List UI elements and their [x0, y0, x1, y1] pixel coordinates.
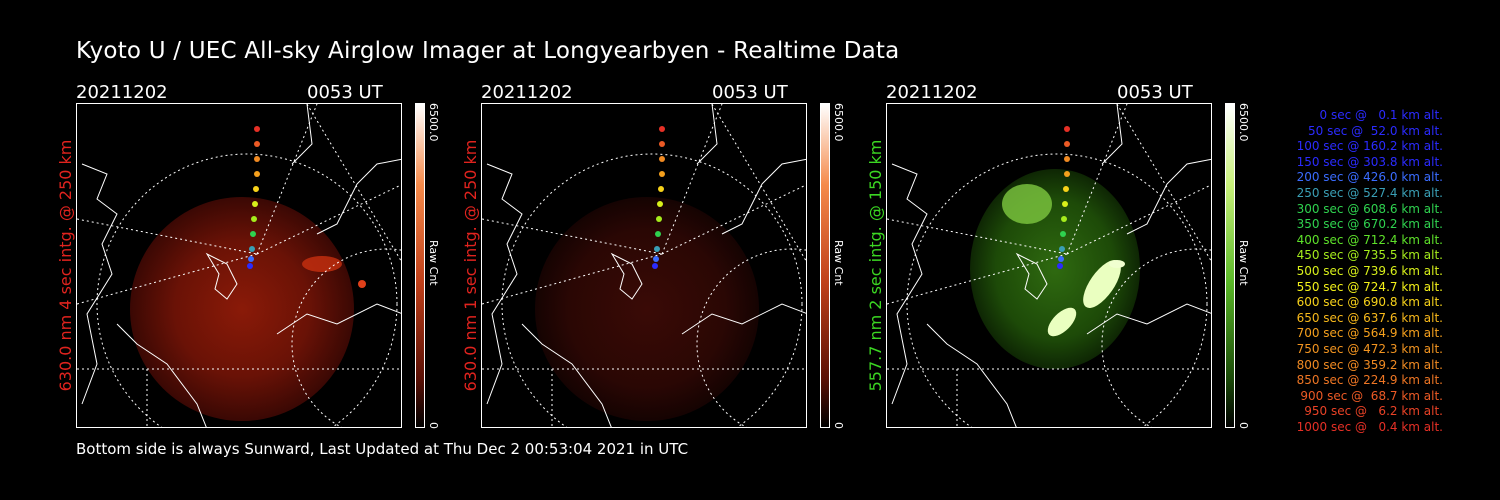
legend-entry: 400 sec @ 712.4 km alt.: [1292, 232, 1443, 247]
panel-wavelength-label: 630.0 nm 1 sec intg. @ 250 km: [461, 139, 480, 392]
legend-entry: 700 sec @ 564.9 km alt.: [1292, 326, 1443, 341]
footer-note: Bottom side is always Sunward, Last Upda…: [76, 440, 689, 458]
legend-entry: 1000 sec @ 0.4 km alt.: [1296, 419, 1443, 434]
colorbar-unit-label: Raw Cnt: [832, 240, 845, 286]
colorbar-red: [820, 103, 830, 428]
panel-time: 0053 UT: [1117, 82, 1193, 103]
colorbar-unit-label: Raw Cnt: [427, 240, 440, 286]
legend-entry: 500 sec @ 739.6 km alt.: [1292, 263, 1443, 278]
panel-date: 20211202: [481, 82, 573, 103]
legend-entry: 100 sec @ 160.2 km alt.: [1292, 139, 1443, 154]
legend-entry: 850 sec @ 224.9 km alt.: [1292, 373, 1443, 388]
panel-time: 0053 UT: [307, 82, 383, 103]
legend-entry: 750 sec @ 472.3 km alt.: [1292, 341, 1443, 356]
panel-date: 20211202: [76, 82, 168, 103]
page-title: Kyoto U / UEC All-sky Airglow Imager at …: [76, 38, 900, 64]
legend-entry: 800 sec @ 359.2 km alt.: [1292, 357, 1443, 372]
legend-entry: 300 sec @ 608.6 km alt.: [1292, 201, 1443, 216]
legend-entry: 450 sec @ 735.5 km alt.: [1292, 248, 1443, 263]
panel-date: 20211202: [886, 82, 978, 103]
allsky-image-557-2s: [886, 103, 1212, 428]
colorbar-red: [415, 103, 425, 428]
legend-entry: 350 sec @ 670.2 km alt.: [1292, 217, 1443, 232]
panel-wavelength-label: 630.0 nm 4 sec intg. @ 250 km: [56, 139, 75, 392]
legend-entry: 600 sec @ 690.8 km alt.: [1292, 295, 1443, 310]
colorbar-green: [1225, 103, 1235, 428]
legend-entry: 550 sec @ 724.7 km alt.: [1292, 279, 1443, 294]
colorbar-min-label: 0: [832, 422, 845, 429]
legend-entry: 250 sec @ 527.4 km alt.: [1292, 185, 1443, 200]
legend-entry: 650 sec @ 637.6 km alt.: [1292, 310, 1443, 325]
panel-time: 0053 UT: [712, 82, 788, 103]
panel-wavelength-label: 557.7 nm 2 sec intg. @ 150 km: [866, 139, 885, 392]
colorbar-max-label: 6500.0: [832, 103, 845, 142]
legend-entry: 0 sec @ 0.1 km alt.: [1308, 108, 1443, 122]
legend-entry: 50 sec @ 52.0 km alt.: [1300, 123, 1443, 138]
trajectory-dots: [1057, 126, 1070, 269]
colorbar-min-label: 0: [427, 422, 440, 429]
legend-entry: 900 sec @ 68.7 km alt.: [1296, 388, 1443, 403]
trajectory-legend: 0 sec @ 0.1 km alt. 50 sec @ 52.0 km alt…: [1240, 108, 1443, 435]
trajectory-dots: [247, 126, 260, 269]
legend-entry: 200 sec @ 426.0 km alt.: [1292, 170, 1443, 185]
trajectory-dots: [652, 126, 665, 269]
colorbar-max-label: 6500.0: [427, 103, 440, 142]
legend-entry: 950 sec @ 6.2 km alt.: [1300, 404, 1443, 419]
legend-entry: 150 sec @ 303.8 km alt.: [1292, 154, 1443, 169]
allsky-image-630-4s: [76, 103, 402, 428]
allsky-image-630-1s: [481, 103, 807, 428]
